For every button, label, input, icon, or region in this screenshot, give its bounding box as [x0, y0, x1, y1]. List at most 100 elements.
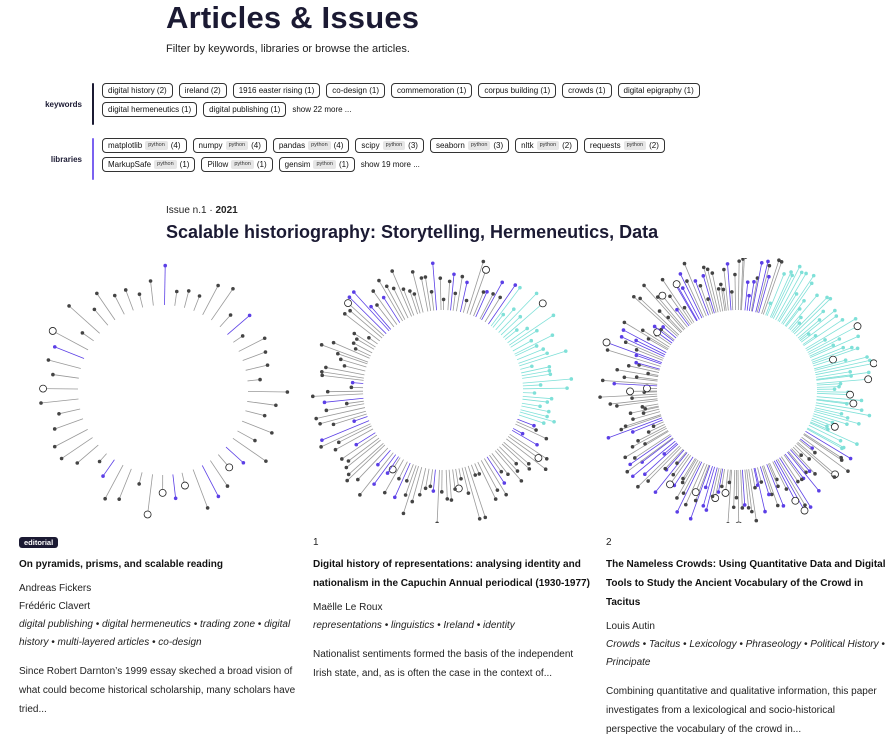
viz-node[interactable] [205, 506, 210, 510]
viz-node[interactable] [797, 321, 802, 325]
viz-node[interactable] [683, 502, 688, 507]
library-chip[interactable]: scipy python (3) [355, 138, 424, 153]
viz-node[interactable] [619, 427, 624, 432]
viz-node[interactable] [830, 422, 839, 431]
viz-node[interactable] [186, 289, 191, 293]
viz-node[interactable] [546, 409, 551, 414]
viz-node[interactable] [646, 337, 651, 341]
viz-node[interactable] [274, 403, 278, 408]
viz-node[interactable] [737, 259, 741, 263]
viz-node[interactable] [515, 469, 520, 473]
viz-node[interactable] [529, 338, 534, 343]
viz-node[interactable] [430, 261, 435, 266]
keyword-chip[interactable]: digital hermeneutics (1) [102, 102, 198, 117]
viz-node[interactable] [148, 279, 153, 283]
viz-node[interactable] [419, 276, 424, 280]
viz-node[interactable] [501, 312, 506, 317]
viz-node[interactable] [344, 299, 352, 308]
viz-node[interactable] [356, 477, 360, 482]
viz-node[interactable] [784, 487, 789, 491]
viz-node[interactable] [535, 443, 539, 447]
viz-node[interactable] [766, 259, 770, 264]
viz-node[interactable] [417, 492, 422, 497]
viz-node[interactable] [285, 390, 290, 394]
viz-node[interactable] [481, 259, 486, 264]
viz-node[interactable] [832, 387, 837, 391]
viz-node[interactable] [850, 345, 854, 350]
viz-node[interactable] [803, 503, 807, 507]
viz-node[interactable] [123, 288, 128, 292]
viz-node[interactable] [804, 271, 808, 276]
viz-node[interactable] [345, 478, 349, 483]
viz-node[interactable] [840, 318, 845, 322]
viz-node[interactable] [384, 284, 389, 289]
viz-node[interactable] [643, 384, 651, 393]
viz-node[interactable] [605, 348, 610, 352]
viz-node[interactable] [634, 348, 639, 352]
article-title[interactable]: The Nameless Crowds: Using Quantitative … [606, 559, 886, 608]
article-card-1[interactable]: 1 Digital history of representations: an… [313, 537, 593, 683]
viz-node[interactable] [817, 488, 821, 493]
viz-node[interactable] [225, 484, 230, 488]
viz-node[interactable] [502, 481, 507, 485]
viz-node[interactable] [393, 495, 397, 500]
viz-node[interactable] [247, 313, 252, 318]
viz-node[interactable] [657, 309, 662, 313]
viz-node[interactable] [646, 479, 650, 483]
viz-node[interactable] [710, 271, 715, 275]
viz-node[interactable] [859, 398, 864, 403]
viz-node[interactable] [612, 381, 617, 386]
viz-node[interactable] [550, 333, 555, 338]
viz-node[interactable] [775, 477, 779, 482]
viz-node[interactable] [493, 497, 498, 501]
viz-node[interactable] [602, 338, 611, 347]
viz-node[interactable] [675, 496, 679, 500]
viz-node[interactable] [810, 446, 814, 450]
library-chip[interactable]: nltk python (2) [515, 138, 578, 153]
viz-node[interactable] [742, 503, 747, 507]
viz-node[interactable] [721, 489, 730, 497]
library-chip[interactable]: seaborn python (3) [429, 138, 510, 153]
viz-node[interactable] [693, 498, 698, 503]
viz-node[interactable] [405, 478, 409, 483]
viz-node[interactable] [746, 505, 751, 510]
viz-node[interactable] [866, 370, 871, 375]
viz-node[interactable] [716, 490, 721, 494]
viz-node[interactable] [779, 260, 784, 264]
viz-node[interactable] [265, 363, 270, 367]
viz-node[interactable] [652, 324, 657, 329]
viz-node[interactable] [853, 322, 862, 331]
viz-node[interactable] [103, 496, 107, 501]
viz-node[interactable] [800, 506, 809, 515]
viz-node[interactable] [163, 263, 168, 268]
viz-node[interactable] [845, 402, 849, 406]
viz-node[interactable] [350, 380, 355, 385]
viz-node[interactable] [776, 484, 780, 489]
viz-node[interactable] [653, 490, 658, 494]
viz-node[interactable] [519, 479, 524, 483]
viz-node[interactable] [831, 343, 836, 348]
viz-node[interactable] [745, 280, 750, 284]
viz-node[interactable] [623, 424, 628, 428]
viz-node[interactable] [646, 371, 650, 376]
viz-node[interactable] [336, 351, 340, 356]
viz-node[interactable] [841, 345, 845, 350]
viz-node[interactable] [52, 345, 57, 349]
viz-node[interactable] [435, 521, 439, 523]
viz-node[interactable] [623, 340, 628, 345]
viz-node[interactable] [545, 351, 549, 356]
viz-node[interactable] [352, 290, 356, 294]
viz-node[interactable] [551, 313, 556, 318]
viz-node[interactable] [515, 328, 519, 332]
viz-node[interactable] [622, 375, 627, 380]
viz-node[interactable] [67, 304, 71, 308]
viz-node[interactable] [340, 457, 344, 461]
viz-node[interactable] [823, 338, 827, 342]
viz-node[interactable] [441, 297, 446, 302]
viz-node[interactable] [75, 461, 80, 465]
viz-node[interactable] [52, 444, 57, 449]
article-card-2[interactable]: 2 The Nameless Crowds: Using Quantitativ… [606, 537, 886, 739]
article-title[interactable]: Digital history of representations: anal… [313, 559, 590, 589]
viz-node[interactable] [636, 484, 640, 489]
viz-node[interactable] [569, 377, 574, 381]
